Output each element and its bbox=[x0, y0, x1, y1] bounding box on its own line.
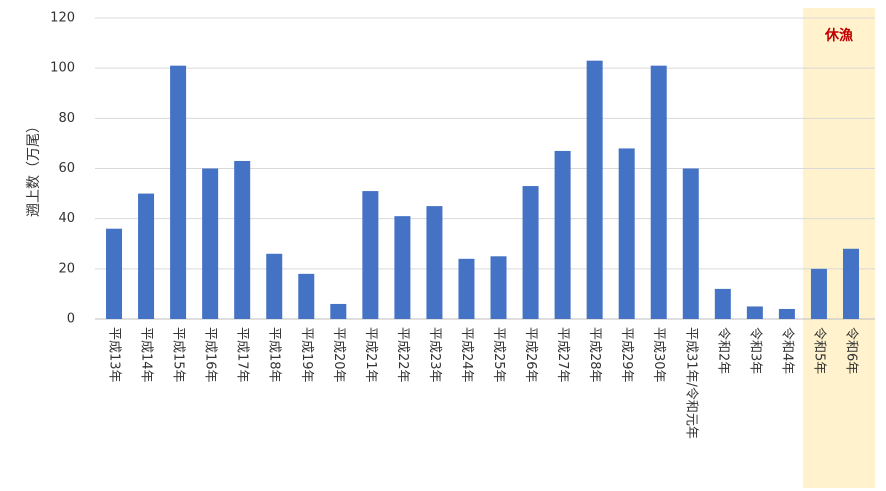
x-tick-label: 平成29年 bbox=[619, 327, 634, 383]
bar bbox=[842, 248, 859, 319]
bar bbox=[778, 308, 795, 319]
x-tick-label: 平成18年 bbox=[267, 327, 282, 383]
y-tick-label: 0 bbox=[67, 312, 75, 327]
x-tick-label: 令和3年 bbox=[747, 327, 762, 374]
y-tick-label: 100 bbox=[50, 61, 75, 76]
x-tick-label: 平成13年 bbox=[107, 327, 122, 383]
x-tick-label: 平成15年 bbox=[171, 327, 186, 383]
x-tick-label: 平成14年 bbox=[139, 327, 154, 383]
x-tick-label: 平成21年 bbox=[363, 327, 378, 383]
bar bbox=[458, 258, 475, 319]
bar bbox=[650, 65, 667, 320]
y-tick-label: 80 bbox=[58, 111, 75, 126]
x-tick-label: 平成27年 bbox=[555, 327, 570, 383]
bar bbox=[202, 168, 219, 319]
bar bbox=[234, 160, 251, 319]
bar bbox=[298, 273, 315, 319]
y-tick-label: 120 bbox=[50, 11, 75, 26]
x-tick-label: 平成20年 bbox=[331, 327, 346, 383]
x-tick-label: 平成17年 bbox=[235, 327, 250, 383]
x-tick-label: 平成22年 bbox=[395, 327, 410, 383]
y-axis-label: 遡上数（万尾） bbox=[26, 119, 42, 217]
bar bbox=[714, 288, 731, 319]
x-tick-label: 平成26年 bbox=[523, 327, 538, 383]
bar bbox=[394, 216, 411, 319]
bar bbox=[554, 150, 571, 319]
x-tick-label: 平成23年 bbox=[427, 327, 442, 383]
bar bbox=[746, 306, 763, 319]
y-tick-label: 60 bbox=[58, 161, 75, 176]
x-tick-label: 令和6年 bbox=[843, 327, 858, 374]
bar bbox=[810, 268, 827, 319]
highlight-label: 休漁 bbox=[824, 27, 853, 44]
bar bbox=[362, 191, 379, 319]
bar bbox=[426, 206, 443, 319]
x-tick-label: 平成24年 bbox=[459, 327, 474, 383]
x-tick-label: 平成19年 bbox=[299, 327, 314, 383]
x-tick-label: 令和2年 bbox=[715, 327, 730, 374]
x-tick-label: 平成30年 bbox=[651, 327, 666, 383]
x-tick-label: 平成16年 bbox=[203, 327, 218, 383]
bar bbox=[106, 228, 123, 319]
y-tick-label: 20 bbox=[58, 261, 75, 276]
bar bbox=[330, 303, 347, 319]
bar bbox=[490, 256, 507, 319]
bar bbox=[138, 193, 155, 319]
x-tick-label: 令和4年 bbox=[779, 327, 794, 374]
bar bbox=[522, 186, 539, 319]
x-tick-label: 平成31年/令和元年 bbox=[683, 327, 698, 439]
bar bbox=[682, 168, 699, 319]
bar bbox=[170, 65, 187, 320]
highlight-region bbox=[802, 8, 875, 488]
bar bbox=[586, 60, 603, 320]
bar bbox=[618, 148, 635, 319]
bar bbox=[266, 253, 283, 319]
y-tick-label: 40 bbox=[58, 211, 75, 226]
x-tick-label: 平成28年 bbox=[587, 327, 602, 383]
x-tick-label: 平成25年 bbox=[491, 327, 506, 383]
x-tick-label: 令和5年 bbox=[811, 327, 826, 374]
